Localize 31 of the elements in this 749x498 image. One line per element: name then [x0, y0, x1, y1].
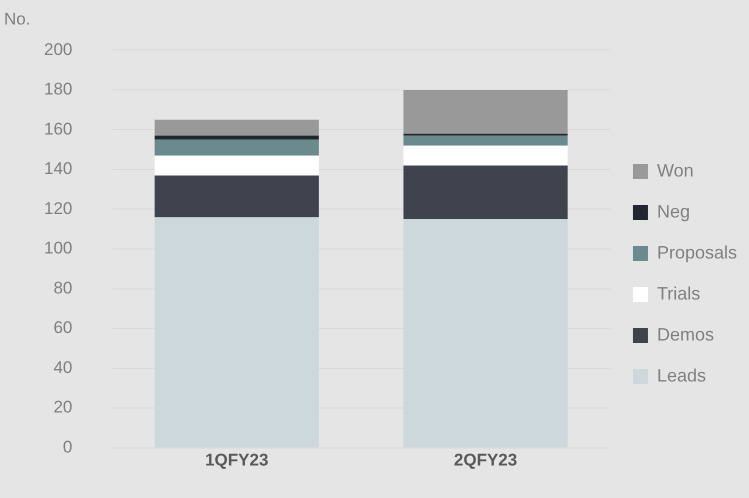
x-tick-label: 1QFY23 — [205, 450, 268, 470]
legend-label: Demos — [656, 324, 714, 344]
y-tick-label: 140 — [44, 159, 72, 178]
legend-label: Trials — [656, 283, 700, 304]
y-tick-label: 180 — [44, 80, 72, 99]
bar — [403, 90, 568, 134]
bar — [154, 136, 319, 140]
legend-label: Neg — [656, 201, 690, 222]
bar — [403, 146, 568, 166]
bar — [403, 166, 568, 220]
bar — [154, 140, 319, 156]
y-tick-label: 100 — [44, 238, 72, 258]
x-tick-label: 2QFY23 — [454, 450, 518, 470]
y-tick-label: 40 — [53, 358, 72, 377]
bar — [154, 217, 319, 448]
bar — [403, 219, 568, 448]
y-tick-label: 20 — [53, 398, 72, 417]
y-tick-label: 200 — [44, 40, 72, 59]
y-tick-label: 0 — [62, 437, 72, 456]
legend-label: Proposals — [656, 242, 738, 262]
bar — [154, 156, 319, 176]
y-tick-label: 120 — [44, 198, 72, 218]
bar — [154, 175, 319, 218]
legend-label: Won — [656, 160, 694, 180]
y-tick-label: 80 — [53, 278, 72, 298]
bar — [154, 120, 319, 136]
bar — [403, 136, 568, 146]
y-tick-label: 160 — [44, 119, 72, 138]
y-axis-title: No. — [4, 10, 30, 29]
y-tick-label: 60 — [53, 318, 72, 338]
legend-label: Leads — [656, 365, 706, 386]
